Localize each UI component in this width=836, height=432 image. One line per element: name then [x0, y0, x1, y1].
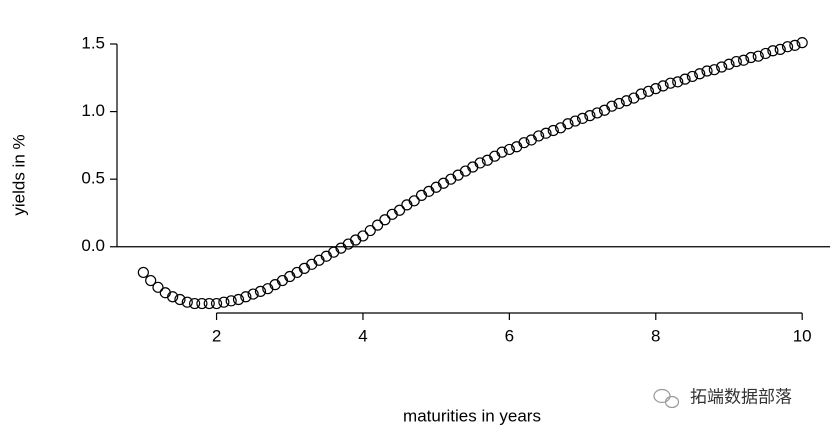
point: [781, 41, 794, 53]
x-tick-label: 10: [793, 326, 812, 345]
y-tick-label: 1.0: [81, 101, 105, 120]
watermark: 拓端数据部落: [690, 387, 792, 406]
point: [642, 85, 655, 97]
point: [174, 293, 186, 306]
point: [167, 291, 179, 303]
point: [562, 118, 574, 130]
point: [569, 115, 581, 127]
point: [789, 39, 801, 51]
point: [496, 146, 508, 158]
point: [357, 230, 369, 242]
point: [694, 68, 706, 80]
point: [393, 204, 406, 216]
y-tick-label: 0.0: [81, 236, 105, 255]
point: [254, 285, 267, 297]
point: [672, 76, 684, 88]
point: [181, 296, 193, 308]
point: [372, 219, 384, 231]
point: [796, 37, 808, 49]
point: [752, 50, 764, 62]
point: [137, 266, 149, 279]
y-tick-label: 0.5: [81, 169, 105, 188]
x-axis-label: maturities in years: [403, 406, 541, 425]
point: [723, 58, 735, 70]
x-tick-label: 2: [212, 326, 221, 345]
point: [650, 83, 662, 95]
point: [203, 297, 215, 310]
point: [218, 296, 230, 308]
point: [584, 110, 596, 122]
point: [701, 65, 713, 77]
point: [635, 88, 647, 100]
point: [247, 288, 259, 300]
point: [664, 77, 677, 89]
point: [533, 130, 545, 142]
point: [240, 291, 252, 303]
point: [679, 73, 691, 85]
point: [730, 55, 742, 68]
point: [474, 157, 486, 169]
point: [196, 297, 208, 310]
point: [379, 214, 391, 226]
point: [759, 47, 772, 60]
point: [738, 54, 750, 66]
point: [657, 80, 669, 92]
point: [547, 124, 559, 137]
point: [540, 127, 552, 139]
x-tick-label: 6: [505, 326, 514, 345]
watermark-icon: [653, 388, 680, 409]
point: [152, 281, 164, 293]
point: [503, 143, 515, 156]
point: [225, 295, 237, 307]
x-tick-label: 8: [651, 326, 660, 345]
point: [620, 95, 633, 107]
point: [188, 297, 201, 310]
y-tick-label: 1.5: [81, 33, 105, 52]
point: [232, 293, 245, 306]
point: [606, 100, 618, 112]
point: [745, 51, 757, 64]
point: [591, 107, 603, 119]
point: [613, 97, 625, 110]
point: [774, 43, 786, 56]
point: [576, 112, 589, 124]
point: [210, 297, 223, 310]
point: [686, 70, 698, 83]
point: [708, 64, 720, 76]
point: [716, 61, 728, 73]
x-tick-label: 4: [358, 326, 367, 345]
point: [408, 195, 420, 207]
point: [364, 224, 376, 237]
point: [518, 137, 530, 149]
point: [145, 274, 157, 287]
point: [767, 45, 779, 57]
y-axis-label: yields in %: [9, 134, 28, 215]
